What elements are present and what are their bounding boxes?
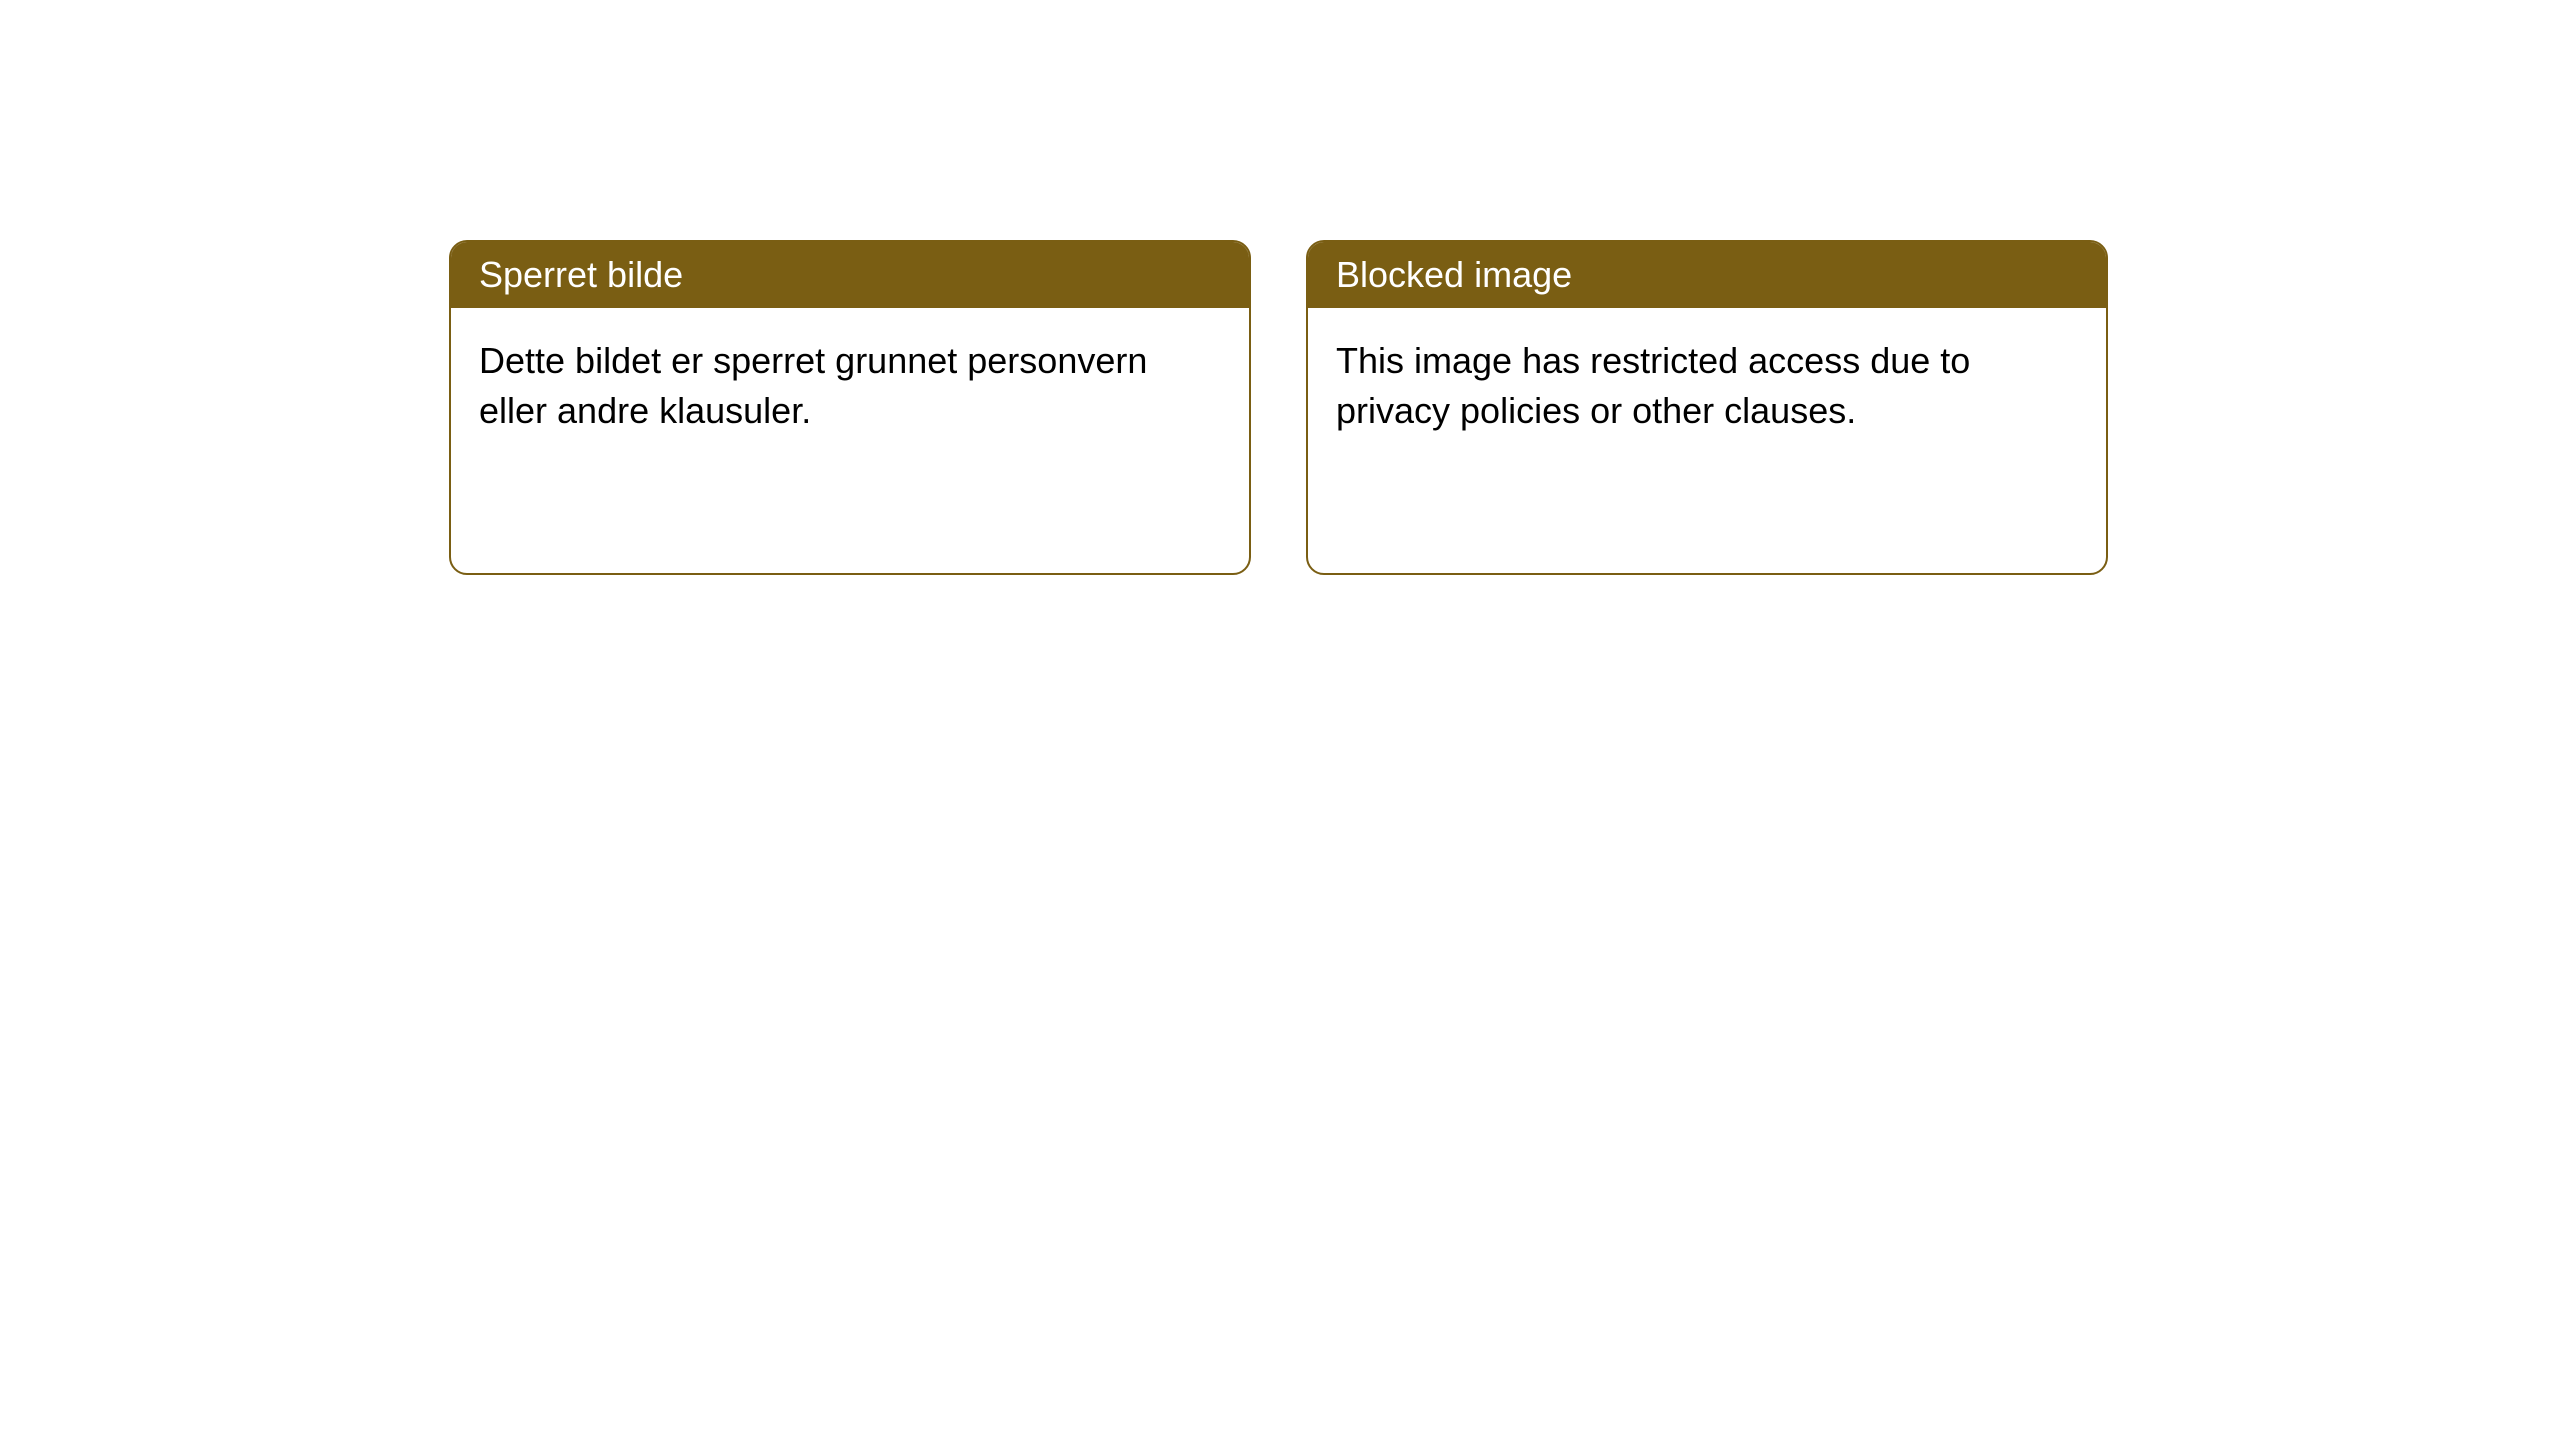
blocked-image-card-no: Sperret bilde Dette bildet er sperret gr… <box>449 240 1251 575</box>
card-header: Blocked image <box>1308 242 2106 308</box>
card-body: This image has restricted access due to … <box>1308 308 2106 465</box>
card-body: Dette bildet er sperret grunnet personve… <box>451 308 1249 465</box>
blocked-image-card-en: Blocked image This image has restricted … <box>1306 240 2108 575</box>
card-header: Sperret bilde <box>451 242 1249 308</box>
cards-container: Sperret bilde Dette bildet er sperret gr… <box>0 0 2560 575</box>
